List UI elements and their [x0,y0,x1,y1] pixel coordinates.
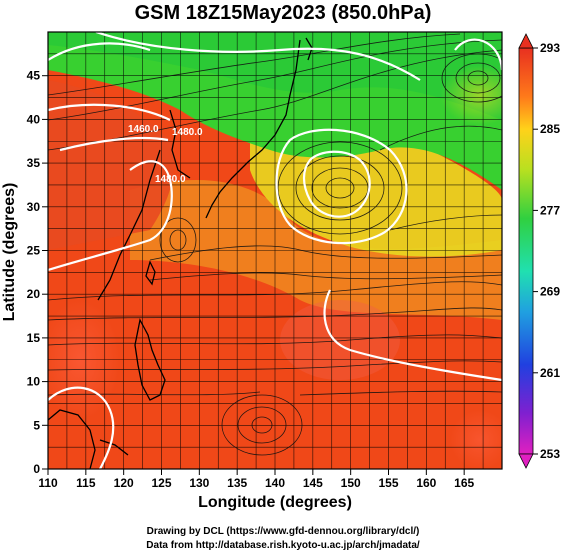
contour-label: 1480.0 [155,174,186,185]
x-tick-label: 150 [341,476,361,490]
x-axis-label: Longitude (degrees) [198,494,352,511]
temperature-field: 1460.0 1480.0 1480.0 [48,32,502,469]
x-tick-label: 155 [378,476,398,490]
x-tick-label: 130 [189,476,209,490]
y-axis-label: Latitude (degrees) [1,183,18,322]
contour-label: 1460.0 [128,124,159,135]
x-tick-label: 110 [38,476,58,490]
y-tick-label: 10 [27,375,41,389]
x-tick-label: 125 [151,476,171,490]
coastline [48,37,313,469]
colorbar-tick-label: 285 [540,122,560,136]
x-tick-label: 115 [76,476,96,490]
colorbar-min-arrow [518,453,534,469]
y-tick-label: 25 [27,244,41,258]
x-tick-label: 165 [454,476,474,490]
colorbar-tick-label: 261 [540,366,560,380]
height-contours [48,32,502,469]
y-tick-label: 5 [33,418,40,432]
x-tick-label: 120 [114,476,134,490]
x-tick-label: 160 [416,476,436,490]
x-axis: 110 115 120 125 130 135 140 145 150 155 160 165 [38,469,474,490]
colorbar-tick-label: 293 [540,41,560,55]
x-tick-label: 140 [265,476,285,490]
credit-data: Data from http://database.rish.kyoto-u.a… [146,540,420,551]
x-tick-label: 135 [227,476,247,490]
chart-title: GSM 18Z15May2023 (850.0hPa) [134,2,432,24]
x-tick-label: 145 [303,476,323,490]
colorbar: 293 285 277 269 261 253 [518,33,560,469]
y-tick-label: 20 [27,287,41,301]
y-tick-label: 15 [27,331,41,345]
y-tick-label: 0 [33,462,40,476]
credit-drawing: Drawing by DCL (https://www.gfd-dennou.o… [146,526,420,537]
y-tick-label: 40 [27,112,41,126]
y-tick-label: 45 [27,69,41,83]
colorbar-tick-label: 277 [540,203,560,217]
contour-label: 1480.0 [172,127,203,138]
y-axis: 0 5 10 15 20 25 30 35 40 45 [27,69,48,476]
y-tick-label: 30 [27,200,41,214]
colorbar-max-arrow [518,33,534,49]
colorbar-tick-label: 269 [540,285,560,299]
y-tick-label: 35 [27,156,41,170]
colorbar-tick-label: 253 [540,447,560,461]
